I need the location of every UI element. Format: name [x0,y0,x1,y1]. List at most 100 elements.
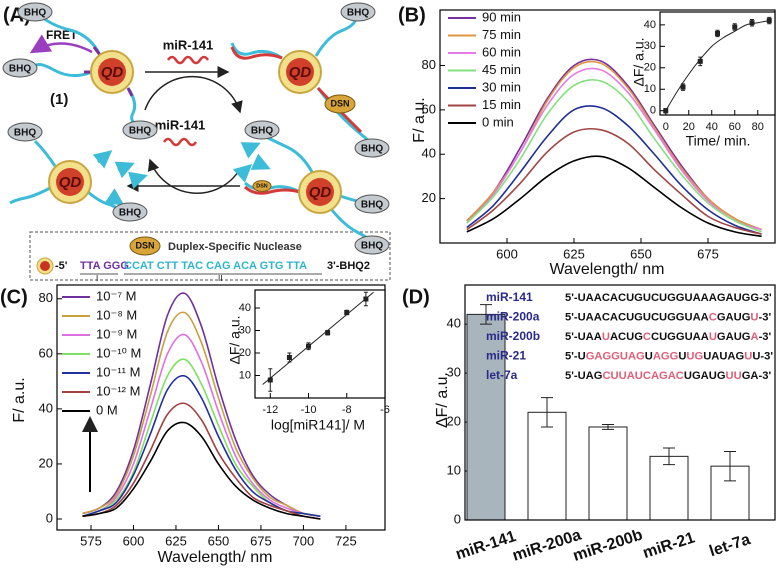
sequence-part: U-3' [752,350,773,362]
spectrum-line [466,127,762,235]
dsn-label: DSN [256,183,267,189]
x-tick-label: 600 [496,246,518,261]
sequence-name: let-7a [486,368,518,382]
spectrum-line [82,402,321,520]
y-axis-title: ΔF/ a.u. [227,315,243,364]
panel-label: (D) [402,286,430,308]
cycle-arrow [147,158,239,194]
panel-label: (B) [398,4,426,26]
probe-part1: TTA GGG [80,260,129,272]
data-point [363,296,369,302]
qd-label: QD [101,64,124,81]
sequence-part: U [602,331,610,343]
y-tick-label: 0 [650,105,656,117]
fragment [240,142,261,159]
sequence-part: C [643,331,651,343]
quantum-dot-core [306,178,334,206]
legend-label: 45 min [482,62,521,77]
bar [649,455,689,521]
fragment [128,171,148,190]
sequence-part: -3' [759,311,772,323]
x-tick-label: 675 [697,246,719,261]
legend-label: 30 min [482,79,521,94]
quantum-dot-core [286,58,314,86]
y-tick-label: 10 [239,369,251,381]
legend-label: 10⁻¹² M [96,383,140,398]
x-axis-title: log[miR141]/ M [271,417,365,433]
legend-label: 10⁻¹⁰ M [96,345,141,360]
quantum-dot-core [56,168,84,196]
quencher [122,120,158,140]
quencher-label: BHQ [361,144,383,155]
sequence-part: -3' [759,331,772,343]
legend-label: 75 min [482,27,521,42]
sequence-part: CUGGUAA [651,331,709,343]
sequence: 5'-UGAGGUAGUAGGUUGUAUAGUU-3' [565,350,773,362]
data-point [715,30,720,36]
data-point [680,84,686,90]
x-axis-title: Wavelength/ nm [157,549,272,566]
linker [314,18,358,57]
quencher [340,2,376,22]
fragment [104,188,125,206]
linker [32,63,93,77]
sequence-part: U [744,350,752,362]
sequence-part: 5'-UAACACUGUCUGGUAA [565,311,709,323]
data-point [766,18,772,24]
target-strand [166,55,210,65]
y-tick-label: 30 [239,324,251,336]
sequence-part: UGAUG [684,370,726,382]
plot-frame [439,9,776,244]
bar [588,426,628,521]
bar [466,313,506,521]
data-point [286,355,292,360]
linker [38,13,102,56]
y-tick-label: 20 [644,62,656,74]
quencher [17,2,53,22]
quencher-label: BHQ [361,200,383,211]
dsn-icon [129,236,161,256]
legend-label: 10⁻⁹ M [96,326,137,341]
sequence: 5'-UAACACUGUCUGGUAACGAUGU-3' [565,311,771,323]
dsn [324,94,356,114]
spectrum-line [82,333,321,518]
quencher [244,120,280,140]
spectrum-line [466,155,762,238]
data-point [325,330,331,336]
cycle-arrow [144,75,243,114]
quencher-label: BHQ [24,8,46,19]
sequence-part: 5'-UAACACUGUCUGGUAAAGAUGG-3' [565,292,772,304]
data-point [732,24,738,30]
dsn-label: DSN [330,98,349,108]
sequence-part: 5'-UAA [565,331,602,343]
y-tick-label: 20 [447,414,461,429]
error-bar [480,304,492,325]
chart: (C) 575 600 625 650 675 700 725 0 20 40 60 80 Wavelen… [0,284,386,566]
quencher [354,194,390,214]
linker [92,46,102,56]
quencher [354,138,390,158]
target-strand [162,137,198,147]
x-tick-label: 650 [630,246,652,261]
error-bar [663,447,675,466]
legend-label: 10⁻⁸ M [96,307,137,322]
quantum-dot-core [98,58,126,86]
y-tick-label: 0 [46,510,53,525]
legend-label: 0 M [96,402,118,417]
linker [316,86,363,134]
quencher-label: BHQ [129,126,151,137]
spectrum-line [82,421,321,520]
x-tick-label: let-7a [707,531,752,560]
x-tick-label: 650 [208,533,230,548]
y-axis-title: ΔF/ a.u. [631,37,647,86]
y-tick-label: 60 [39,345,53,360]
spectrum-line [466,67,762,231]
qd-label: QD [289,64,312,81]
qd-label: QD [309,184,332,201]
y-axis-title: F/ a.u. [11,377,28,422]
sequence-part: U [645,350,653,362]
x-tick-label: 40 [706,121,718,133]
